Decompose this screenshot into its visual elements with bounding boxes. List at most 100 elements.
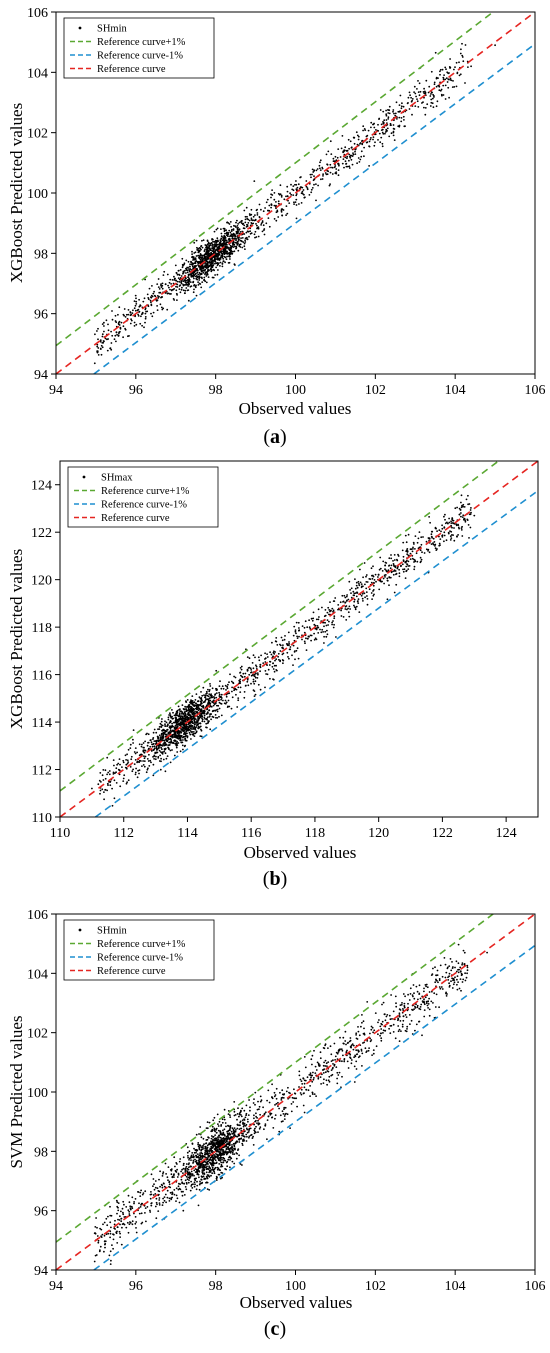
chart-a-point (250, 213, 253, 216)
chart-c-point (122, 1200, 125, 1203)
chart-b-point (134, 771, 137, 774)
chart-a-point (178, 281, 181, 283)
chart-b-point (146, 758, 149, 760)
chart-b-point (181, 744, 184, 747)
chart-c-point (238, 1124, 241, 1126)
chart-b-y-axis-title: XGBoost Predicted values (7, 549, 26, 729)
chart-c-point (428, 1014, 431, 1017)
chart-a-point (455, 85, 458, 88)
chart-b-point (469, 509, 472, 511)
chart-c-point (191, 1174, 194, 1177)
chart-c-point (186, 1178, 189, 1181)
chart-b-point (227, 683, 229, 686)
chart-a-point (239, 231, 242, 233)
chart-c-point (178, 1160, 181, 1163)
chart-b-point (443, 531, 446, 534)
chart-b-point (107, 771, 110, 774)
chart-b-point (160, 720, 163, 723)
chart-a-point (228, 252, 231, 255)
chart-a-point (214, 262, 216, 265)
chart-a-point (380, 136, 383, 139)
chart-c-point (185, 1175, 188, 1178)
chart-b-point (190, 702, 193, 705)
chart-b-point (205, 690, 208, 693)
chart-a-point (458, 74, 461, 77)
chart-b-point (282, 659, 285, 662)
chart-c-point (274, 1114, 277, 1116)
chart-a-point (431, 97, 434, 100)
chart-c-point (428, 991, 431, 993)
chart-c-point (133, 1202, 135, 1205)
chart-a-point (168, 286, 170, 289)
chart-b-point (462, 505, 464, 508)
chart-c-point (461, 981, 464, 983)
chart-b-point (215, 716, 217, 719)
chart-a-point (295, 180, 297, 182)
chart-c-point (221, 1176, 224, 1179)
chart-a-point (204, 252, 207, 255)
chart-b-point (347, 607, 349, 610)
chart-b-point (332, 609, 335, 612)
chart-a-point (252, 222, 255, 225)
chart-a-point (224, 256, 227, 259)
chart-a-point (440, 88, 443, 91)
chart-b-point (202, 686, 205, 689)
chart-a-point (176, 280, 179, 283)
chart-c-point (177, 1172, 180, 1175)
chart-b-point (207, 720, 209, 722)
chart-a-point (348, 147, 350, 150)
chart-a-y-tick-label: 104 (27, 66, 48, 81)
chart-a-point (207, 241, 210, 244)
chart-a-point (189, 281, 192, 283)
chart-a-point (192, 281, 195, 284)
chart-b-point (388, 564, 391, 567)
chart-c-point (190, 1155, 193, 1158)
chart-a-point (430, 98, 433, 101)
chart-a-point (315, 183, 317, 186)
chart-a-point (346, 149, 349, 152)
chart-a-point (417, 91, 420, 93)
chart-c-point (246, 1118, 249, 1121)
chart-b-point (208, 715, 211, 718)
chart-b-point (179, 721, 182, 724)
chart-b-point (409, 552, 412, 555)
chart-c-point (177, 1173, 180, 1176)
chart-a-point (309, 173, 312, 176)
chart-c-point (219, 1154, 222, 1157)
chart-c-point (162, 1197, 165, 1200)
chart-b-point (419, 549, 422, 552)
chart-c-point (165, 1173, 168, 1175)
chart-b-point (132, 729, 135, 731)
chart-a-point (360, 155, 363, 158)
chart-b-point (298, 629, 301, 632)
chart-b-point (167, 746, 169, 749)
chart-b-point (189, 714, 191, 717)
chart-a-point (425, 79, 428, 82)
chart-a-point (438, 85, 441, 88)
chart-c-point (242, 1133, 245, 1135)
chart-c-point (109, 1214, 112, 1217)
chart-b-point (130, 758, 133, 761)
chart-b-point (152, 731, 155, 734)
chart-c-point (168, 1197, 171, 1200)
chart-b-point (265, 673, 267, 675)
chart-b-point (438, 535, 440, 538)
chart-a-point (286, 190, 289, 193)
chart-b-point (449, 539, 452, 541)
chart-b-point (361, 593, 364, 595)
chart-a-point (193, 262, 196, 265)
chart-b-point (460, 529, 463, 531)
chart-a-point (494, 44, 496, 47)
chart-b-point (447, 522, 449, 525)
chart-a-point (170, 283, 173, 285)
chart-a-point (194, 265, 197, 268)
chart-b-point (295, 632, 297, 635)
chart-b-point (222, 687, 225, 690)
chart-b-point (201, 710, 203, 713)
chart-c-point (283, 1108, 285, 1111)
chart-c-point (447, 979, 450, 981)
chart-b-point (99, 789, 102, 792)
chart-b-point (347, 611, 350, 614)
chart-a-point (122, 325, 125, 328)
chart-a-point (451, 86, 454, 88)
